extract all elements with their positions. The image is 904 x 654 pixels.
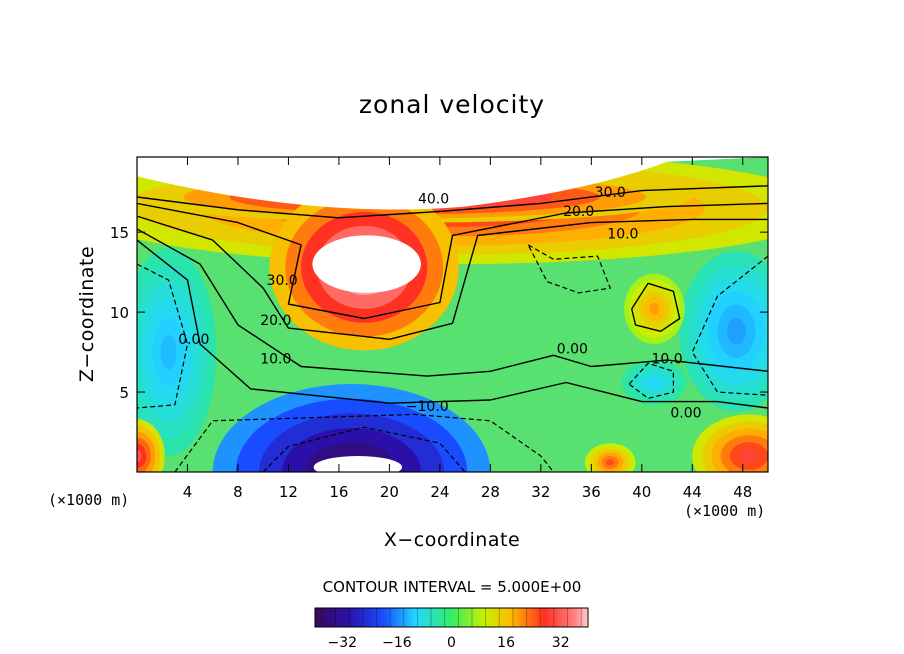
x-tick-label: 28	[481, 483, 500, 501]
field-jet-core-max	[312, 235, 421, 293]
y-axis-ticks: 5 10 15	[110, 224, 768, 402]
contour-c20	[137, 215, 768, 340]
contour-interval-text: CONTOUR INTERVAL = 5.000E+00	[323, 578, 582, 596]
field-surface-max-west-ring	[137, 449, 142, 463]
colorbar-tick-label: −16	[382, 635, 412, 651]
x-tick-label: 20	[380, 483, 399, 501]
y-tick-label: 15	[110, 224, 129, 242]
colorbar-ticks: −32 −16 0 16 32	[321, 608, 582, 651]
field-local-min-40-ring	[648, 378, 660, 387]
colorbar-tick-label: 32	[552, 635, 570, 651]
contour-c40loop	[628, 362, 674, 399]
chart-title: zonal velocity	[359, 90, 545, 119]
contour-label: 30.0	[267, 273, 298, 289]
field-surface-max-east-ring	[739, 449, 759, 463]
contour-c30	[137, 202, 768, 320]
contour-labels: 40.0 30.020.010.030.020.010.00.000.0010.0…	[178, 185, 701, 422]
contour-c0	[137, 239, 768, 409]
contour-c10	[137, 228, 768, 377]
y-tick-label: 5	[119, 384, 129, 402]
contour-label: 10.0	[651, 351, 682, 367]
contour-label: 0.00	[670, 406, 701, 422]
field-west-column-easterlies-ring	[160, 334, 177, 370]
y-tick-label: 10	[110, 304, 129, 322]
x-tick-label: 8	[233, 483, 243, 501]
field-east-easterly-pocket-ring	[726, 317, 746, 345]
x-tick-label: 4	[183, 483, 193, 501]
contour-label: −10.0	[406, 399, 449, 415]
x-axis-ticks: 4 8 12 16 20 24 28 32 36 40 44 48	[183, 157, 752, 501]
colorbar-tick-label: 0	[447, 635, 456, 651]
contour-label: 10.0	[607, 227, 638, 243]
contour-ce0	[691, 255, 768, 396]
x-axis-unit-left: (×1000 m)	[48, 491, 129, 509]
x-tick-label: 12	[279, 483, 298, 501]
colorbar-tick-label: −32	[328, 635, 358, 651]
contour-c40max	[631, 282, 681, 332]
contour-label: 0.00	[557, 342, 588, 358]
field-surface-max-mid-ring	[606, 459, 615, 466]
contour-label: 20.0	[260, 313, 291, 329]
y-axis-label: Z−coordinate	[76, 246, 98, 382]
plot-frame	[136, 156, 769, 473]
field-out-of-domain-top	[137, 157, 768, 210]
contour-label: 10.0	[260, 351, 291, 367]
x-axis-label: X−coordinate	[384, 529, 520, 551]
contour-c40	[137, 185, 768, 219]
x-tick-label: 24	[430, 483, 449, 501]
contour-cm20	[262, 426, 466, 472]
x-tick-label: 32	[531, 483, 550, 501]
contour-cmid	[527, 244, 611, 294]
field-local-max-40-ring	[649, 303, 660, 315]
contour-label: 0.00	[178, 332, 209, 348]
x-tick-label: 16	[329, 483, 348, 501]
contour-lines	[137, 185, 768, 472]
x-tick-label: 40	[632, 483, 651, 501]
colorbar	[314, 607, 589, 628]
x-axis-unit-right: (×1000 m)	[684, 502, 765, 520]
x-tick-label: 44	[683, 483, 702, 501]
contour-cm10	[174, 413, 554, 472]
field-surface-min	[313, 456, 403, 472]
contour-label: 30.0	[595, 185, 626, 201]
x-tick-label: 36	[582, 483, 601, 501]
colorbar-tick-label: 16	[497, 635, 515, 651]
contour-label: 20.0	[563, 204, 594, 220]
contour-cw0	[137, 263, 189, 409]
contour-label: 40.0	[418, 191, 449, 207]
x-tick-label: 48	[733, 483, 752, 501]
